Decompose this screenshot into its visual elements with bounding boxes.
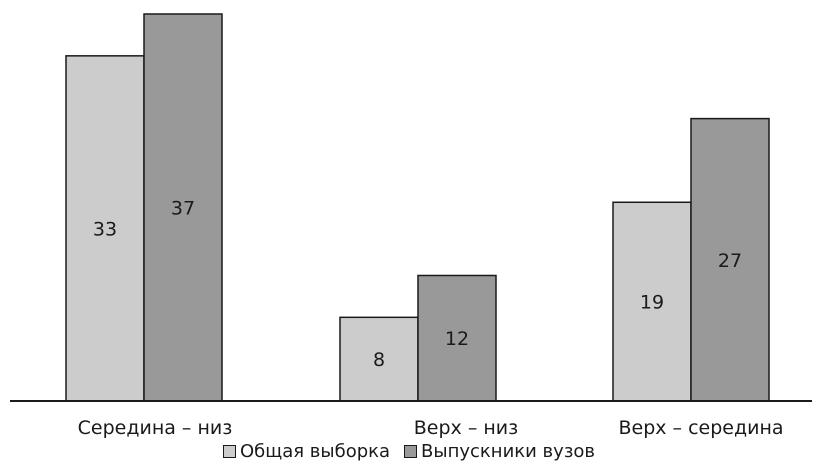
data-label-series-1-cat-3: 19 (640, 292, 664, 314)
legend-item-series-1: Общая выборка (222, 441, 391, 462)
bar-series-2-cat-1 (143, 13, 223, 402)
legend-label-series-1: Общая выборка (239, 441, 391, 462)
x-tick-label-3: Верх – середина (618, 417, 783, 439)
bar-series-1-cat-3 (612, 201, 692, 402)
legend-label-series-2: Выпускники вузов (421, 441, 596, 462)
x-tick-label-1: Середина – низ (78, 417, 233, 439)
labels-layer: 33 8 19 37 12 27 Середина – низ Верх – низ Верх … (78, 198, 784, 440)
data-label-series-1-cat-1: 33 (93, 218, 117, 240)
data-label-series-2-cat-2: 12 (445, 328, 469, 350)
bar-series-2-cat-3 (690, 117, 770, 402)
x-tick-label-2: Верх – низ (414, 417, 518, 439)
bars-layer (65, 13, 770, 402)
data-label-series-2-cat-1: 37 (171, 198, 195, 220)
legend-swatch-series-1 (222, 445, 236, 458)
legend-item-series-2: Выпускники вузов (404, 441, 595, 462)
data-label-series-1-cat-2: 8 (373, 349, 385, 371)
legend: Общая выборка Выпускники вузов (0, 441, 818, 462)
bar-series-1-cat-1 (65, 55, 145, 402)
bar-series-1-cat-2 (339, 316, 419, 402)
data-label-series-2-cat-3: 27 (718, 250, 742, 272)
legend-swatch-series-2 (404, 445, 418, 458)
